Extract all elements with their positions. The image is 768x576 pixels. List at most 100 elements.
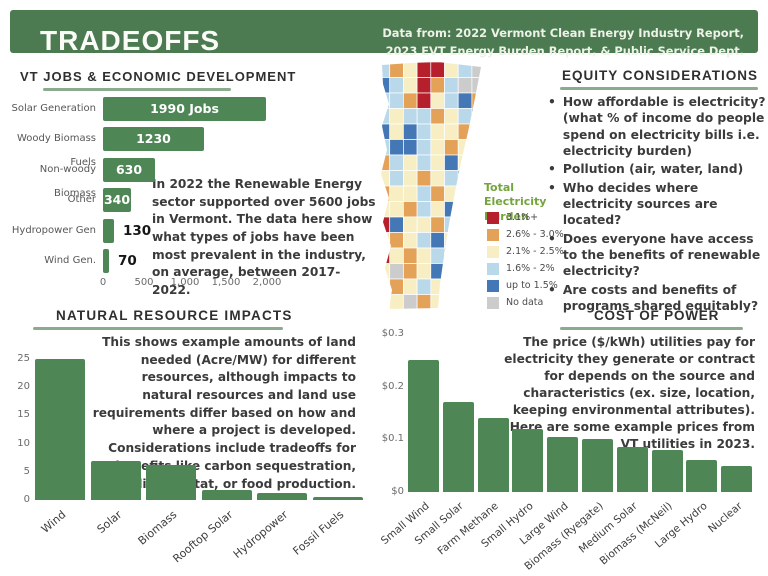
map-town-cell	[444, 62, 459, 78]
jobs-bar-category-label: Solar Generation	[11, 103, 96, 114]
cost-category-label: Small Wind	[378, 500, 432, 548]
map-town-cell	[416, 108, 432, 125]
cost-category-label: Biomass (McNeil)	[597, 500, 675, 568]
equity-bullet-item: • Pollution (air, water, land)	[548, 161, 766, 177]
map-town-cell	[457, 139, 473, 156]
bullet-icon: •	[548, 95, 556, 109]
map-town-cell	[389, 108, 404, 125]
map-town-cell	[416, 154, 432, 171]
map-town-cell	[430, 92, 445, 109]
map-town-cell	[381, 185, 391, 202]
jobs-bar-category-label: Hydropower Gen	[11, 225, 96, 236]
map-town-cell	[430, 216, 445, 233]
map-town-cell	[389, 92, 404, 109]
jobs-bar	[103, 188, 131, 212]
map-town-cell	[430, 294, 445, 309]
impacts-y-axis-tick: 15	[17, 409, 30, 421]
jobs-bar	[103, 127, 204, 151]
cost-bar	[651, 450, 683, 492]
map-town-cell	[381, 139, 391, 156]
impacts-category-label: Rooftop Solar	[169, 508, 235, 566]
map-town-cell	[381, 170, 391, 187]
map-legend-item: 2.6% - 3.0%	[487, 226, 577, 243]
map-legend-label: 2.6% - 3.0%	[506, 229, 564, 240]
map-legend-swatch	[487, 211, 499, 224]
map-town-cell	[403, 77, 418, 94]
map-town-cell	[381, 108, 391, 125]
map-town-cell	[381, 247, 391, 264]
data-source-line-2: 2023 EVT Energy Burden Report, & Public …	[385, 43, 744, 58]
jobs-section-title: VT JOBS & ECONOMIC DEVELOPMENT	[20, 69, 297, 84]
map-town-cell	[444, 92, 459, 109]
map-town-cell	[403, 92, 418, 109]
map-legend-label: up to 1.5%	[506, 280, 558, 291]
map-town-cell	[430, 62, 445, 78]
map-legend-swatch	[487, 228, 499, 241]
map-legend-label: No data	[506, 297, 544, 308]
map-town-cell	[416, 216, 432, 233]
cost-bar	[616, 447, 648, 492]
map-town-cell	[430, 154, 445, 171]
cost-bar	[686, 460, 718, 492]
map-town-cell	[416, 201, 432, 218]
map-legend-swatch	[487, 245, 499, 258]
map-town-cell	[457, 185, 473, 202]
map-town-cell	[457, 216, 473, 233]
cost-bar	[442, 402, 474, 492]
cost-note: The price ($/kWh) utilities pay for elec…	[504, 335, 755, 452]
map-town-cell	[403, 108, 418, 125]
bullet-icon: •	[548, 282, 556, 297]
jobs-bar-value: 630	[115, 162, 143, 177]
jobs-bar	[103, 97, 266, 121]
map-town-cell	[389, 232, 404, 249]
equity-bullet-text: Who decides where electricity sources ar…	[562, 180, 718, 228]
map-town-cell	[403, 185, 418, 202]
header-banner: TRADEOFFS Data from: 2022 Vermont Clean …	[10, 10, 758, 58]
impacts-section-underline	[33, 327, 283, 330]
equity-bullet-text: How affordable is electricity? (what % o…	[562, 95, 766, 159]
jobs-bar-value: 1990 Jobs	[150, 101, 219, 116]
cost-y-axis-tick: $0.1	[381, 433, 404, 445]
map-town-cell	[403, 139, 418, 156]
map-town-cell	[444, 170, 459, 187]
map-town-cell	[389, 247, 404, 264]
map-town-cell	[389, 123, 404, 140]
jobs-section-underline	[43, 88, 231, 91]
map-town-cell	[430, 170, 445, 187]
map-town-cell	[457, 294, 473, 309]
map-town-cell	[381, 278, 391, 295]
impacts-category-label: Hydropower	[230, 508, 291, 561]
cost-bar	[721, 466, 753, 492]
equity-bullet-item: • Are costs and benefits of programs shar…	[548, 282, 766, 315]
map-town-cell	[457, 247, 473, 264]
map-town-cell	[471, 294, 481, 309]
map-town-cell	[416, 232, 432, 249]
vermont-electricity-burden-map	[381, 62, 481, 309]
impacts-category-label: Biomass	[135, 508, 180, 548]
map-town-cell	[416, 263, 432, 280]
map-town-cell	[403, 263, 418, 280]
cost-y-axis-tick: $0.3	[381, 327, 404, 339]
bullet-icon: •	[548, 231, 556, 246]
map-town-cell	[416, 247, 432, 264]
map-legend-label: 2.1% - 2.5%	[506, 246, 564, 257]
map-town-cell	[430, 232, 445, 249]
map-town-cell	[403, 232, 418, 249]
cost-category-label: Nuclear	[705, 500, 745, 536]
map-town-cell	[416, 77, 432, 94]
cost-section-title: COST OF POWER	[594, 308, 720, 323]
jobs-bar-category-label: Other	[67, 194, 96, 205]
map-town-cell	[403, 278, 418, 295]
map-town-cell	[430, 201, 445, 218]
map-legend-label: 1.6% - 2%	[506, 263, 555, 274]
map-town-cell	[457, 263, 473, 280]
map-town-cell	[471, 154, 481, 171]
map-town-cell	[444, 108, 459, 125]
map-town-cell	[389, 62, 404, 78]
map-legend-swatch	[487, 279, 499, 292]
map-legend-item: 2.1% - 2.5%	[487, 243, 577, 260]
map-town-cell	[471, 232, 481, 249]
map-town-cell	[430, 139, 445, 156]
map-town-cell	[457, 123, 473, 140]
